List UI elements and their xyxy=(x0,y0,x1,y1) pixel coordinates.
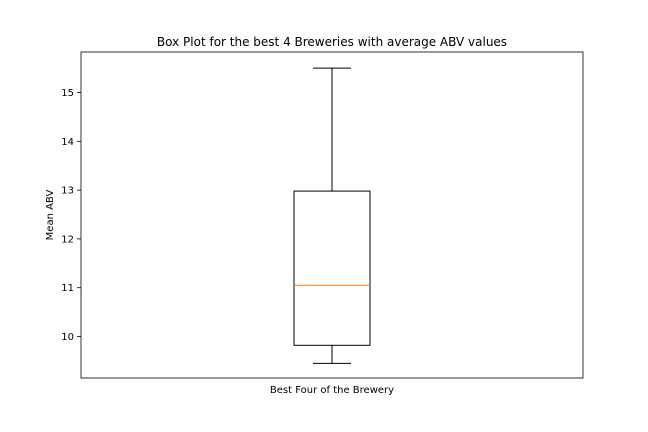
y-axis-label: Mean ABV xyxy=(45,190,56,241)
y-axis-ticks: 10 11 12 13 14 15 xyxy=(61,88,81,343)
y-tick-label: 13 xyxy=(61,186,74,197)
interquartile-box xyxy=(293,190,371,346)
chart-title: Box Plot for the best 4 Breweries with a… xyxy=(157,35,507,49)
x-axis-label: Best Four of the Brewery xyxy=(270,385,394,396)
y-tick-label: 11 xyxy=(61,283,74,294)
y-tick-label: 12 xyxy=(61,234,74,245)
y-tick-label: 14 xyxy=(61,137,74,148)
plot-frame xyxy=(80,51,584,379)
box-element xyxy=(293,67,371,364)
y-tick-label: 10 xyxy=(61,332,74,343)
y-tick-label: 15 xyxy=(61,88,74,99)
